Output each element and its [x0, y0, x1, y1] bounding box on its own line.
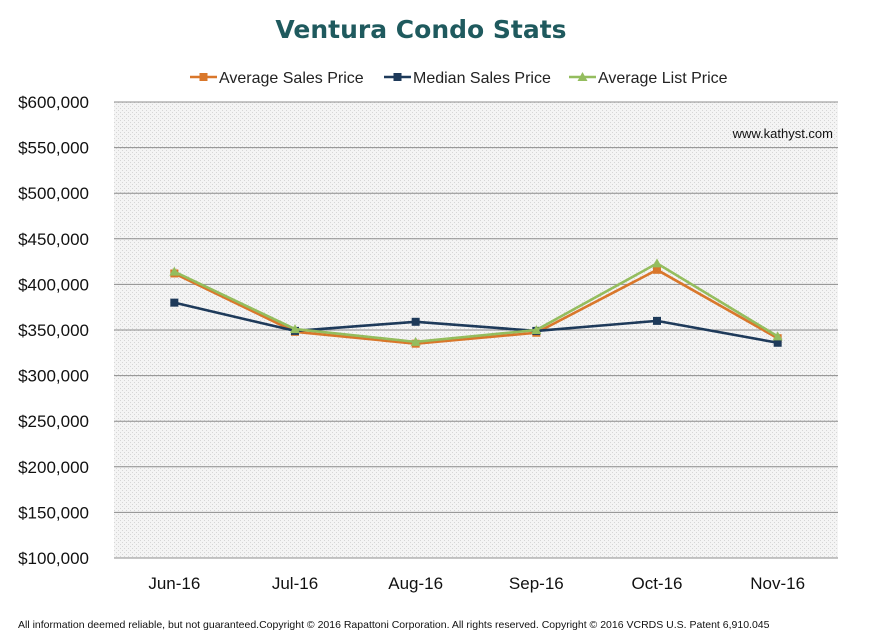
watermark-annotation: www.kathyst.com: [732, 126, 833, 141]
y-tick-label: $600,000: [18, 93, 89, 112]
y-tick-label: $250,000: [18, 412, 89, 431]
legend-marker: [199, 73, 208, 81]
y-tick-label: $100,000: [18, 549, 89, 568]
x-tick-label: Oct-16: [631, 574, 682, 593]
legend-marker: [577, 72, 588, 81]
legend-item: Average List Price: [569, 70, 728, 87]
y-tick-label: $350,000: [18, 321, 89, 340]
series-line: [173, 262, 779, 344]
legend: Average Sales Price Median Sales Price Ave…: [190, 70, 728, 87]
chart-title: Ventura Condo Stats: [275, 15, 566, 44]
legend-item: Average Sales Price: [190, 70, 364, 87]
data-point: [653, 265, 661, 274]
series-line: [174, 301, 778, 345]
y-tick-label: $200,000: [18, 458, 89, 477]
x-tick-label: Aug-16: [388, 574, 443, 593]
y-tick-label: $550,000: [18, 139, 89, 158]
data-point: [170, 298, 179, 307]
grid-lines: [114, 101, 838, 559]
data-point: [772, 331, 783, 341]
legend-label: Average Sales Price: [219, 70, 364, 87]
legend-item: Median Sales Price: [384, 70, 551, 87]
x-axis: Jun-16 Jul-16 Aug-16 Sep-16 Oct-16 Nov-16: [148, 574, 805, 593]
x-tick-label: Sep-16: [509, 574, 564, 593]
y-tick-label: $300,000: [18, 367, 89, 386]
data-point: [773, 338, 782, 347]
data-point: [410, 336, 421, 346]
data-point: [531, 325, 542, 334]
legend-label: Average List Price: [598, 70, 728, 87]
y-tick-label: $400,000: [18, 275, 89, 294]
legend-label: Median Sales Price: [413, 70, 551, 87]
data-point: [169, 266, 180, 276]
legend-marker: [393, 73, 402, 81]
data-point: [653, 316, 661, 325]
data-point: [290, 324, 300, 334]
y-axis: $100,000 $150,000 $200,000 $250,000 $300,000…: [18, 93, 89, 568]
series-line: [173, 268, 779, 345]
x-tick-label: Jul-16: [272, 574, 318, 593]
series-group: [169, 258, 783, 348]
data-point: [411, 317, 420, 326]
y-tick-label: $450,000: [18, 230, 89, 249]
y-tick-label: $150,000: [18, 503, 89, 522]
x-tick-label: Nov-16: [750, 574, 805, 593]
y-tick-label: $500,000: [18, 184, 89, 203]
series-2: [169, 258, 783, 346]
data-point: [652, 258, 662, 268]
footer-disclaimer: All information deemed reliable, but not…: [18, 619, 770, 631]
x-tick-label: Jun-16: [148, 574, 200, 593]
